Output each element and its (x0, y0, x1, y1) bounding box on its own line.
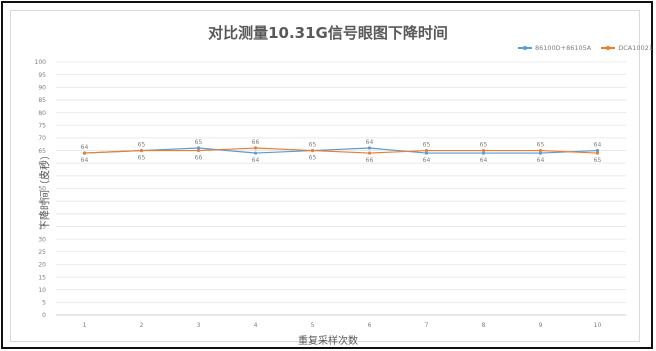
data-point-series-2 (253, 146, 258, 150)
data-label-above: 64 (81, 144, 89, 151)
data-point-series-2 (367, 151, 372, 155)
y-tick-label: 50 (38, 186, 46, 193)
y-tick-label: 10 (38, 287, 46, 294)
y-axis-label: 下降时间（皮秒） (40, 150, 52, 230)
legend-swatch-series-1 (518, 46, 532, 50)
data-label-above: 64 (366, 139, 374, 146)
data-label-below: 65 (138, 155, 146, 162)
data-point-series-2 (538, 148, 543, 153)
data-label-below: 64 (480, 157, 488, 164)
data-label-above: 66 (252, 139, 260, 146)
legend-item-series-2: DCA10021 (601, 44, 653, 52)
data-label-below: 66 (195, 155, 203, 162)
data-point-series-2 (196, 148, 201, 153)
series-line-1 (84, 147, 598, 154)
data-point-series-2 (481, 148, 486, 153)
y-tick-label: 35 (38, 224, 46, 231)
y-tick-label: 95 (38, 72, 46, 79)
y-tick-label: 15 (38, 274, 46, 281)
data-point-series-2 (82, 151, 87, 155)
chart-title: 对比测量10.31G信号眼图下降时间 (208, 24, 448, 42)
y-tick-label: 45 (38, 198, 46, 205)
y-tick-label: 25 (38, 249, 46, 256)
y-tick-label: 85 (38, 97, 46, 104)
legend-label-series-1: 86100D+86105A (535, 44, 592, 52)
y-tick-label: 40 (38, 211, 46, 218)
data-point-series-1 (538, 151, 543, 155)
y-tick-label: 65 (38, 148, 46, 155)
y-tick-label: 30 (38, 236, 46, 243)
y-tick-label: 80 (38, 110, 46, 117)
data-label-above: 65 (195, 139, 203, 146)
data-label-above: 65 (309, 142, 317, 149)
data-label-below: 64 (423, 157, 431, 164)
x-tick-label: 5 (311, 322, 315, 329)
data-point-series-1 (595, 148, 600, 153)
data-point-series-1 (253, 151, 258, 155)
x-tick-label: 9 (539, 322, 543, 329)
data-label-above: 65 (423, 142, 431, 149)
y-tick-label: 0 (42, 312, 46, 319)
data-point-series-1 (367, 146, 372, 150)
data-point-series-1 (481, 151, 486, 155)
data-label-above: 65 (480, 142, 488, 149)
y-tick-label: 60 (38, 160, 46, 167)
x-tick-label: 7 (425, 322, 429, 329)
data-point-series-2 (595, 151, 600, 155)
y-tick-label: 75 (38, 122, 46, 129)
data-label-below: 65 (594, 157, 602, 164)
x-tick-label: 3 (197, 322, 201, 329)
x-tick-label: 1 (83, 322, 87, 329)
x-tick-label: 6 (368, 322, 372, 329)
data-point-series-2 (139, 148, 144, 153)
chart-area-border (10, 10, 640, 342)
x-tick-label: 10 (594, 322, 602, 329)
data-label-below: 64 (81, 157, 89, 164)
legend: 86100D+86105A DCA10021 (518, 44, 653, 52)
y-tick-label: 70 (38, 135, 46, 142)
legend-label-series-2: DCA10021 (618, 44, 653, 52)
data-label-below: 64 (252, 157, 260, 164)
data-label-above: 64 (594, 142, 602, 149)
data-label-below: 65 (309, 155, 317, 162)
data-point-series-1 (424, 151, 429, 155)
x-tick-label: 4 (254, 322, 258, 329)
y-tick-label: 55 (38, 173, 46, 180)
y-tick-label: 5 (42, 300, 46, 307)
data-label-below: 66 (366, 157, 374, 164)
y-tick-label: 20 (38, 262, 46, 269)
data-label-above: 65 (537, 142, 545, 149)
data-label-above: 65 (138, 142, 146, 149)
legend-swatch-series-2 (601, 46, 616, 50)
x-axis-label: 重复采样次数 (298, 336, 358, 347)
data-point-series-1 (196, 146, 201, 150)
legend-item-series-1: 86100D+86105A (518, 44, 591, 52)
series-line-2 (84, 147, 598, 154)
x-tick-label: 8 (482, 322, 486, 329)
data-point-series-2 (310, 148, 315, 153)
y-tick-label: 90 (38, 85, 46, 92)
y-tick-label: 100 (35, 59, 47, 66)
x-tick-label: 2 (140, 322, 144, 329)
data-point-series-2 (424, 148, 429, 153)
data-label-below: 64 (537, 157, 545, 164)
